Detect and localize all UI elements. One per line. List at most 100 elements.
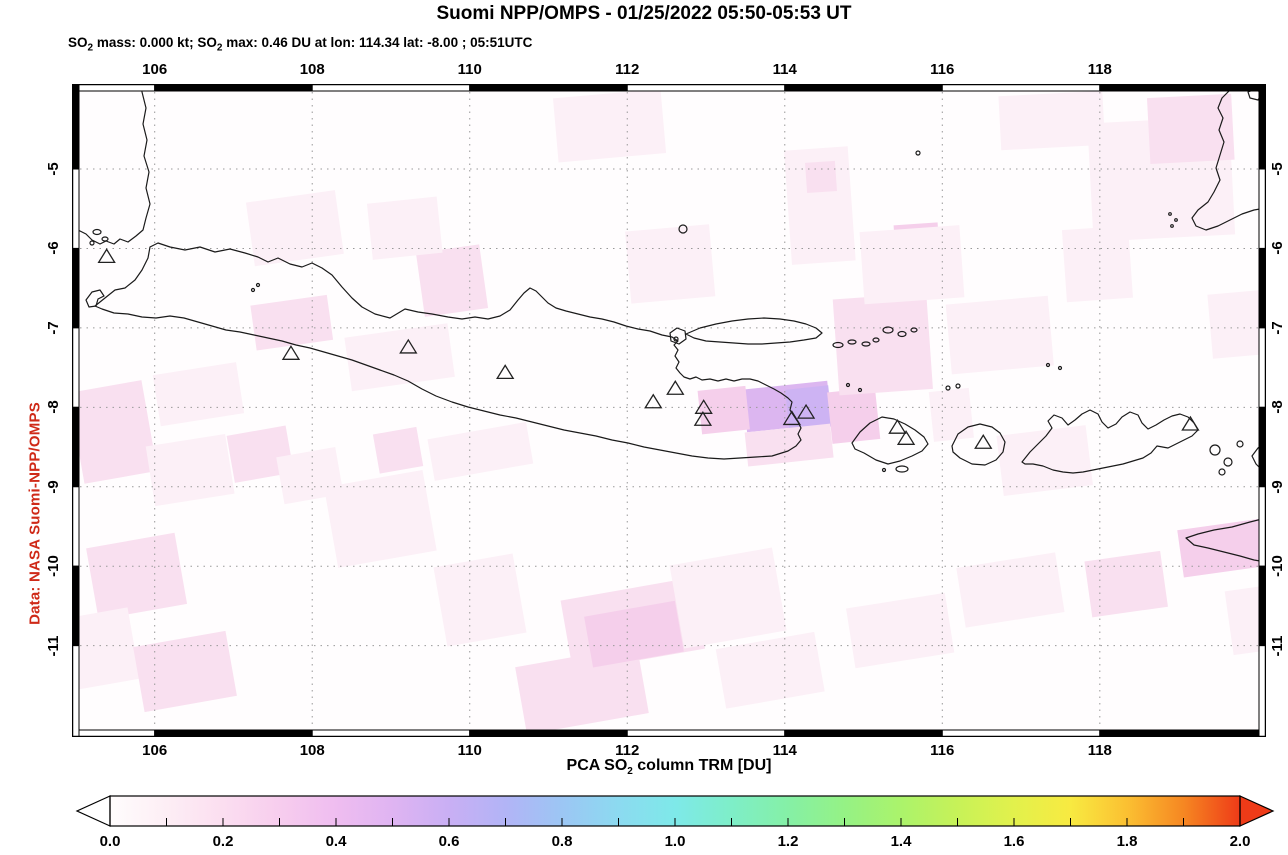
subtitle-text: SO xyxy=(68,35,88,50)
lat-tick-label-right: -5 xyxy=(1269,162,1286,176)
volcano-marker xyxy=(97,248,116,264)
colorbar-tick-label: 0.8 xyxy=(551,833,573,850)
coastline-sumatra xyxy=(71,91,151,245)
lon-tick-label-bottom: 108 xyxy=(299,742,325,759)
island xyxy=(861,341,871,347)
colorbar-tick-label: 1.4 xyxy=(890,833,912,850)
coastline-bali xyxy=(851,416,929,465)
coastline-lombok xyxy=(951,423,1006,466)
lon-tick-label-bottom: 118 xyxy=(1087,742,1112,759)
latlon-grid xyxy=(80,92,1258,729)
city-marker-dot xyxy=(673,336,679,342)
city-marker-outline xyxy=(669,327,687,345)
island xyxy=(847,339,857,345)
lon-tick-label-bottom: 110 xyxy=(457,742,482,759)
island xyxy=(945,385,951,391)
island xyxy=(1168,212,1172,216)
so2-patch xyxy=(145,433,235,507)
so2-patch xyxy=(1146,93,1235,165)
subscript: 2 xyxy=(87,42,94,54)
lon-tick-label-top: 118 xyxy=(1087,61,1112,78)
so2-patch xyxy=(250,294,334,351)
lat-tick-label-left: -7 xyxy=(45,321,62,335)
colorbar xyxy=(72,795,1282,831)
so2-patch xyxy=(344,323,455,392)
island xyxy=(897,330,907,338)
island xyxy=(1057,365,1063,371)
colorbar-tick-label: 0.0 xyxy=(99,833,121,850)
so2-patch xyxy=(1061,225,1133,303)
volcano-marker xyxy=(496,364,515,380)
so2-patch xyxy=(245,190,344,267)
coastline-madura xyxy=(685,317,823,345)
volcano-markers xyxy=(97,248,1200,449)
lon-tick-label-bottom: 112 xyxy=(615,742,640,759)
island xyxy=(1170,224,1174,228)
map-canvas xyxy=(66,83,1272,738)
island-kangean xyxy=(882,326,894,334)
island-bawean xyxy=(678,224,688,234)
colorbar-underflow-arrow xyxy=(75,795,111,827)
so2-patch xyxy=(859,225,965,305)
so2-patch xyxy=(415,244,489,317)
so2-patch xyxy=(928,387,974,442)
lat-tick-label-left: -6 xyxy=(45,241,62,256)
lon-tick-label-bottom: 114 xyxy=(772,742,797,759)
island xyxy=(1223,457,1233,467)
island xyxy=(1218,468,1226,476)
colorbar-title: PCA SO2 column TRM [DU] xyxy=(72,757,1266,777)
so2-patch xyxy=(372,426,424,474)
so2-patch xyxy=(1207,289,1269,359)
island xyxy=(857,387,863,393)
lon-tick-label-bottom: 106 xyxy=(142,742,168,759)
volcano-marker xyxy=(644,393,663,409)
island xyxy=(89,240,95,246)
island xyxy=(955,383,961,389)
colorbar-overflow-arrow xyxy=(1239,795,1275,827)
coastline-sumba xyxy=(1185,517,1267,563)
so2-patch xyxy=(433,553,527,647)
map-outline xyxy=(71,83,1267,738)
so2-patch xyxy=(956,552,1065,628)
colorbar-title-text: PCA SO xyxy=(566,757,628,774)
island xyxy=(92,228,102,236)
so2-stats-line: SO2 mass: 0.000 kt; SO2 max: 0.46 DU at … xyxy=(68,35,532,54)
colorbar-tick-label: 1.8 xyxy=(1116,833,1138,850)
colorbar-outline xyxy=(109,795,1241,827)
lon-tick-label-top: 116 xyxy=(930,61,955,78)
island xyxy=(1174,218,1178,222)
volcano-marker xyxy=(796,403,816,419)
so2-patch xyxy=(669,547,787,649)
lon-tick-label-top: 108 xyxy=(299,61,325,78)
coastline-sulawesi xyxy=(1191,89,1267,231)
volcano-marker xyxy=(666,380,685,395)
island xyxy=(101,236,109,242)
lon-tick-label-top: 114 xyxy=(772,61,797,78)
so2-patch xyxy=(996,425,1093,496)
lat-tick-label-left: -8 xyxy=(45,400,62,414)
island xyxy=(845,382,851,388)
colorbar-tick-label: 1.2 xyxy=(777,833,799,850)
so2-patch xyxy=(625,224,716,304)
so2-patch xyxy=(66,607,141,690)
volcano-marker xyxy=(281,345,301,360)
so2-patch xyxy=(827,387,881,444)
colorbar-canvas xyxy=(75,795,1275,827)
volcano-marker xyxy=(896,430,916,445)
so2-patch xyxy=(584,600,684,668)
subtitle-text: mass: 0.000 kt; SO xyxy=(93,35,217,50)
coastlines xyxy=(71,88,1267,563)
colorbar-tick-label: 0.6 xyxy=(438,833,460,850)
island xyxy=(1209,444,1221,456)
island xyxy=(872,337,880,343)
so2-patch xyxy=(427,421,534,481)
island-nusa-penida xyxy=(895,465,909,473)
coastline-java xyxy=(94,242,802,460)
so2-patch xyxy=(998,90,1106,151)
lat-tick-label-right: -8 xyxy=(1269,400,1286,414)
subscript: 2 xyxy=(216,42,223,54)
island xyxy=(910,327,918,333)
lat-tick-label-right: -6 xyxy=(1269,241,1286,256)
lat-tick-label-left: -11 xyxy=(45,635,62,657)
